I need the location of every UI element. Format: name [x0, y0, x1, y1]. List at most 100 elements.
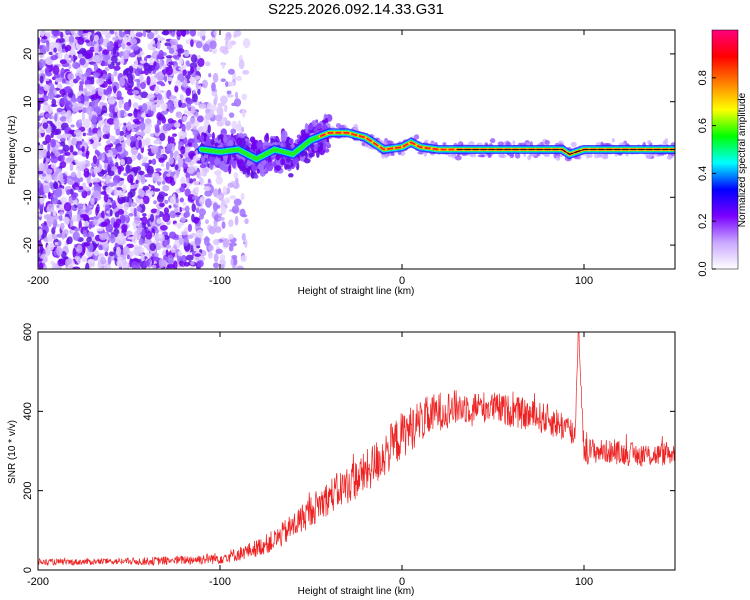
noise-blob [41, 173, 47, 177]
noise-blob [166, 142, 173, 152]
noise-blob [202, 43, 210, 52]
noise-blob [240, 192, 245, 201]
noise-blob [42, 194, 47, 199]
noise-blob [58, 215, 63, 222]
noise-blob [44, 237, 49, 242]
noise-blob [133, 183, 139, 189]
noise-blob [304, 122, 309, 133]
noise-blob [288, 138, 294, 145]
noise-blob [208, 226, 217, 235]
noise-blob [159, 89, 165, 94]
noise-blob [141, 112, 146, 119]
noise-blob [227, 81, 236, 86]
noise-blob [160, 83, 166, 87]
noise-blob [168, 95, 177, 100]
noise-blob [215, 194, 223, 199]
noise-blob [52, 181, 58, 190]
colorbar-tick-label: 0.4 [697, 166, 709, 181]
noise-blob [208, 156, 213, 162]
noise-blob [71, 192, 77, 201]
noise-blob [168, 156, 174, 165]
noise-blob [122, 50, 130, 60]
noise-blob [221, 221, 226, 229]
signal-halo-blob [512, 140, 516, 146]
noise-blob [137, 152, 142, 161]
noise-blob [193, 216, 199, 224]
noise-blob [129, 251, 135, 257]
noise-blob [140, 91, 149, 99]
noise-blob [118, 196, 126, 204]
noise-blob [97, 86, 104, 97]
noise-blob [80, 160, 87, 165]
noise-blob [100, 210, 105, 220]
noise-blob [60, 222, 65, 231]
noise-blob [60, 141, 66, 147]
noise-blob [168, 103, 175, 114]
noise-blob [234, 215, 239, 226]
noise-blob [172, 55, 178, 59]
noise-blob [229, 195, 237, 200]
noise-blob [93, 249, 100, 256]
noise-blob [39, 245, 44, 254]
noise-blob [215, 169, 222, 178]
noise-blob [85, 39, 90, 44]
noise-blob [154, 124, 160, 134]
noise-blob [222, 238, 230, 248]
noise-blob [187, 223, 193, 232]
noise-blob [123, 122, 127, 126]
noise-blob [93, 63, 97, 67]
noise-blob [119, 214, 126, 224]
noise-blob [67, 73, 75, 81]
noise-blob [60, 154, 65, 162]
noise-blob [251, 164, 257, 172]
noise-blob [86, 76, 95, 80]
noise-blob [144, 252, 153, 258]
noise-blob [230, 128, 237, 134]
noise-blob [212, 72, 219, 83]
noise-blob [54, 77, 63, 83]
noise-blob [224, 36, 231, 42]
noise-blob [166, 122, 175, 128]
noise-blob [43, 184, 50, 194]
noise-blob [119, 31, 126, 38]
noise-blob [150, 145, 159, 155]
noise-blob [189, 266, 194, 269]
noise-blob [39, 53, 45, 59]
noise-blob [288, 173, 294, 178]
noise-blob [186, 110, 193, 116]
noise-blob [86, 236, 92, 243]
noise-blob [184, 205, 190, 213]
x-tick-label: 0 [399, 576, 405, 588]
noise-blob [235, 137, 243, 146]
noise-blob [38, 170, 44, 175]
noise-blob [244, 239, 248, 249]
noise-blob [147, 42, 154, 51]
noise-blob [44, 113, 52, 118]
noise-blob [196, 260, 204, 268]
noise-blob [233, 198, 242, 206]
noise-blob [110, 135, 116, 143]
noise-blob [159, 59, 163, 67]
noise-blob [116, 246, 121, 257]
noise-blob [135, 166, 142, 171]
noise-blob [92, 155, 98, 165]
noise-blob [103, 112, 110, 117]
noise-blob [147, 110, 154, 117]
noise-blob [72, 247, 77, 258]
noise-blob [86, 106, 93, 115]
noise-blob [65, 46, 69, 53]
noise-blob [165, 55, 173, 59]
noise-blob [153, 104, 161, 108]
noise-blob [129, 188, 136, 198]
noise-blob [127, 174, 134, 184]
noise-blob [47, 91, 55, 100]
noise-blob [135, 127, 140, 131]
noise-blob [85, 151, 89, 160]
signal-halo-blob [527, 154, 532, 161]
signal-track-centerline [456, 149, 675, 155]
colorbar: 0.0 0.2 0.4 0.6 0.8 Normalized spectral ampl… [697, 29, 748, 277]
noise-blob [216, 120, 224, 127]
noise-blob [94, 149, 98, 155]
noise-blob [83, 241, 91, 247]
noise-blob [126, 254, 130, 260]
